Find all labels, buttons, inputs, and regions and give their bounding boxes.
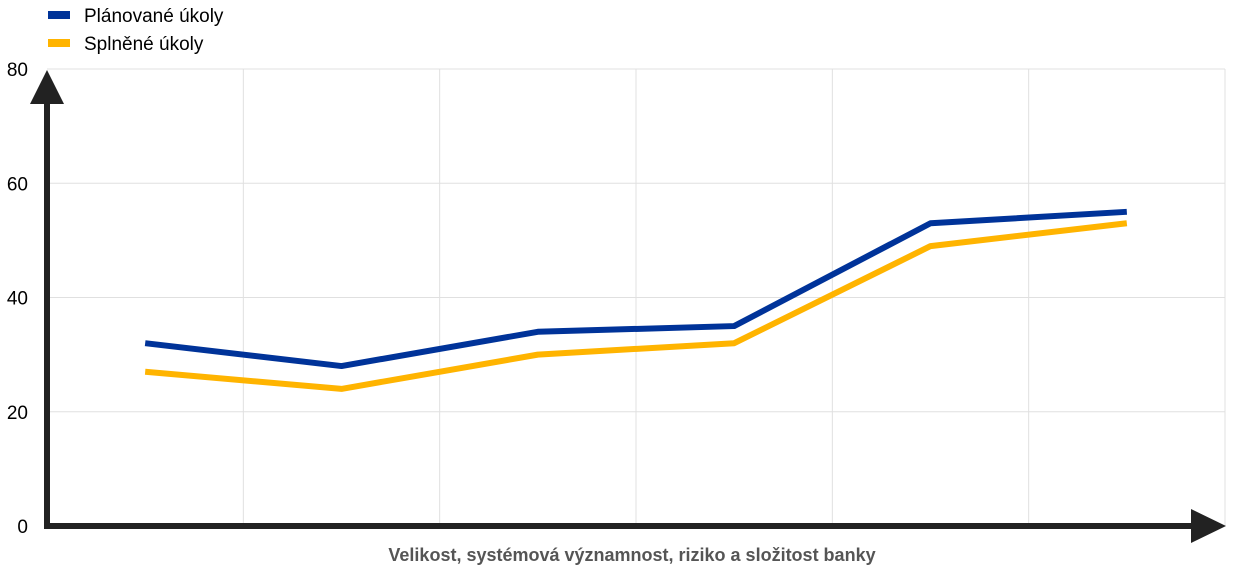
y-axis-ticks: 0 20 40 60 80: [7, 60, 28, 538]
y-axis-arrow-icon: [30, 70, 64, 104]
legend-label: Plánované úkoly: [84, 6, 224, 27]
axes: [30, 70, 1226, 543]
legend-swatch: [48, 39, 70, 47]
x-axis-arrow-icon: [1191, 509, 1226, 543]
grid: [47, 68, 1226, 526]
y-tick-label: 80: [7, 60, 28, 81]
y-tick-label: 20: [7, 403, 28, 424]
legend-swatch: [48, 11, 70, 19]
y-tick-label: 0: [17, 517, 28, 538]
x-axis-label: Velikost, systémová významnost, riziko a…: [388, 545, 875, 565]
series-line-plánované-úkoly: [144, 208, 1128, 370]
legend-label: Splněné úkoly: [84, 34, 204, 55]
series-lines: [144, 208, 1128, 392]
legend: Plánované úkoly Splněné úkoly: [48, 6, 224, 55]
y-tick-label: 60: [7, 174, 28, 195]
series-line-splněné-úkoly: [144, 220, 1128, 392]
y-tick-label: 40: [7, 289, 28, 310]
